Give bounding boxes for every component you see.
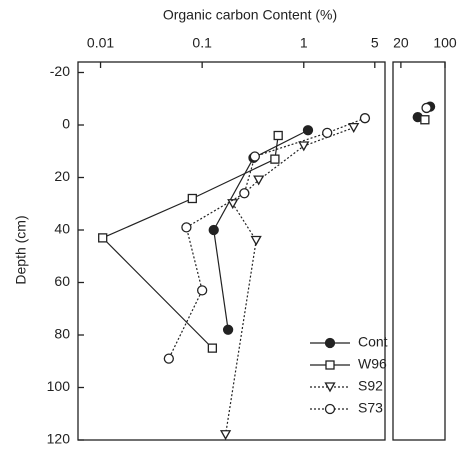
y-tick-label: 40 <box>54 221 70 237</box>
point <box>359 113 371 124</box>
x-axis-label: Organic carbon Content (%) <box>163 7 337 23</box>
litter-point <box>420 115 430 125</box>
legend-label: S92 <box>358 378 383 394</box>
x-tick-label: 0.01 <box>87 35 114 51</box>
point <box>181 222 192 233</box>
x-tick-label: 5 <box>371 35 379 51</box>
x-tick-label: 0.1 <box>192 35 212 51</box>
point <box>270 154 280 164</box>
point <box>208 224 219 236</box>
point <box>207 343 218 353</box>
series-line <box>213 129 309 330</box>
legend-marker <box>324 337 336 349</box>
point <box>163 353 174 364</box>
legend-marker <box>325 360 335 370</box>
point <box>197 285 208 296</box>
series-line <box>168 117 366 359</box>
legend-label: Cont <box>358 334 388 350</box>
point <box>250 235 262 246</box>
series-line <box>224 127 354 435</box>
point <box>302 125 314 136</box>
point <box>98 233 108 243</box>
y-tick-label: 80 <box>54 326 70 342</box>
y-tick-label: 120 <box>47 431 71 447</box>
legend-marker <box>324 403 336 415</box>
point <box>273 130 283 141</box>
point <box>239 188 250 199</box>
point <box>298 141 310 152</box>
y-tick-label: -20 <box>50 63 70 79</box>
point <box>222 324 234 335</box>
point <box>322 127 333 139</box>
legend-marker <box>324 382 336 393</box>
legend-label: S73 <box>358 400 383 416</box>
plot-frame-2 <box>392 61 446 441</box>
y-tick-label: 100 <box>47 378 71 394</box>
point <box>249 151 260 162</box>
x-tick-label: 20 <box>393 35 409 51</box>
x-tick-label: 1 <box>300 35 308 51</box>
point <box>187 193 197 204</box>
plot-frame <box>77 61 386 441</box>
legend-label: W96 <box>358 356 387 372</box>
point <box>348 122 360 133</box>
point <box>253 175 265 186</box>
y-tick-label: 0 <box>62 116 70 132</box>
y-tick-label: 60 <box>54 273 70 289</box>
litter-point <box>421 102 432 114</box>
point <box>227 199 239 210</box>
y-tick-label: 20 <box>54 168 70 184</box>
y-axis-label: Depth (cm) <box>13 215 29 284</box>
point <box>219 430 232 441</box>
x-tick-label: 100 <box>433 35 457 51</box>
